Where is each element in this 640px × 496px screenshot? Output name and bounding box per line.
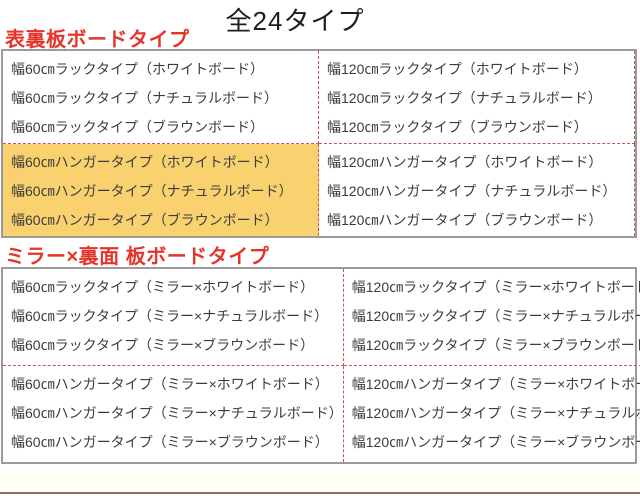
cell-120cm-hanger-mirror: 幅120㎝ハンガータイプ（ミラー×ホワイトボード） 幅120㎝ハンガータイプ（ミ…: [344, 366, 640, 463]
type-item: 幅60㎝ラックタイプ（ナチュラルボード）: [11, 90, 279, 106]
type-item: 幅60㎝ハンガータイプ（ミラー×ホワイトボード）: [11, 375, 329, 392]
section-1-header: 表裏板ボードタイプ: [5, 29, 190, 51]
type-item: 幅120㎝ハンガータイプ（ナチュラルボード）: [327, 182, 617, 199]
cell-120cm-hanger-board: 幅120㎝ハンガータイプ（ホワイトボード） 幅120㎝ハンガータイプ（ナチュラル…: [319, 143, 635, 236]
type-item: 幅60㎝ハンガータイプ（ミラー×ナチュラルボード）: [11, 404, 343, 421]
cell-60cm-rack-mirror: 幅60㎝ラックタイプ（ミラー×ホワイトボード） 幅60㎝ラックタイプ（ミラー×ナ…: [3, 269, 344, 366]
section-2-header: ミラー×裏面 板ボードタイプ: [5, 246, 270, 268]
type-item: 幅120㎝ハンガータイプ（ブラウンボード）: [327, 211, 603, 228]
type-table-front-back: 幅60㎝ラックタイプ（ホワイトボード） 幅60㎝ラックタイプ（ナチュラルボード）…: [1, 49, 637, 238]
type-item: 幅120㎝ハンガータイプ（ミラー×ブラウンボード）: [351, 433, 640, 450]
cell-60cm-rack-board: 幅60㎝ラックタイプ（ホワイトボード） 幅60㎝ラックタイプ（ナチュラルボード）…: [3, 51, 319, 144]
type-item: 幅120㎝ラックタイプ（ミラー×ナチュラルボード）: [351, 308, 640, 324]
type-item: 幅60㎝ラックタイプ（ミラー×ホワイトボード）: [11, 279, 315, 295]
type-item: 幅60㎝ラックタイプ（ミラー×ブラウンボード）: [11, 337, 315, 353]
type-item: 幅60㎝ハンガータイプ（ブラウンボード）: [11, 211, 279, 228]
type-item: 幅120㎝ラックタイプ（ミラー×ホワイトボード）: [351, 279, 640, 295]
type-item: 幅120㎝ハンガータイプ（ホワイトボード）: [327, 153, 603, 170]
type-item: 幅60㎝ラックタイプ（ミラー×ナチュラルボード）: [11, 308, 329, 324]
type-item: 幅60㎝ハンガータイプ（ミラー×ブラウンボード）: [11, 433, 329, 450]
type-item: 幅120㎝ハンガータイプ（ミラー×ナチュラルボード）: [351, 404, 640, 421]
type-item: 幅120㎝ラックタイプ（ブラウンボード）: [327, 119, 588, 135]
type-item: 幅60㎝ハンガータイプ（ナチュラルボード）: [11, 182, 293, 199]
type-table-mirror-back: 幅60㎝ラックタイプ（ミラー×ホワイトボード） 幅60㎝ラックタイプ（ミラー×ナ…: [1, 267, 640, 464]
type-item: 幅120㎝ハンガータイプ（ミラー×ホワイトボード）: [351, 375, 640, 392]
page-title: 全24タイプ: [225, 6, 365, 36]
type-item: 幅120㎝ラックタイプ（ナチュラルボード）: [327, 90, 602, 106]
type-item: 幅120㎝ラックタイプ（ミラー×ブラウンボード）: [351, 337, 640, 353]
type-item: 幅60㎝ラックタイプ（ホワイトボード）: [11, 61, 265, 77]
cell-60cm-hanger-mirror: 幅60㎝ハンガータイプ（ミラー×ホワイトボード） 幅60㎝ハンガータイプ（ミラー…: [3, 365, 344, 462]
cell-120cm-rack-mirror: 幅120㎝ラックタイプ（ミラー×ホワイトボード） 幅120㎝ラックタイプ（ミラー…: [343, 269, 640, 366]
type-item: 幅120㎝ラックタイプ（ホワイトボード）: [327, 61, 588, 77]
cell-60cm-hanger-board-highlighted: 幅60㎝ハンガータイプ（ホワイトボード） 幅60㎝ハンガータイプ（ナチュラルボー…: [3, 143, 319, 236]
type-item: 幅60㎝ハンガータイプ（ホワイトボード）: [11, 153, 279, 170]
cell-120cm-rack-board: 幅120㎝ラックタイプ（ホワイトボード） 幅120㎝ラックタイプ（ナチュラルボー…: [319, 51, 635, 144]
bottom-divider-line: [0, 471, 640, 494]
type-item: 幅60㎝ラックタイプ（ブラウンボード）: [11, 119, 265, 135]
